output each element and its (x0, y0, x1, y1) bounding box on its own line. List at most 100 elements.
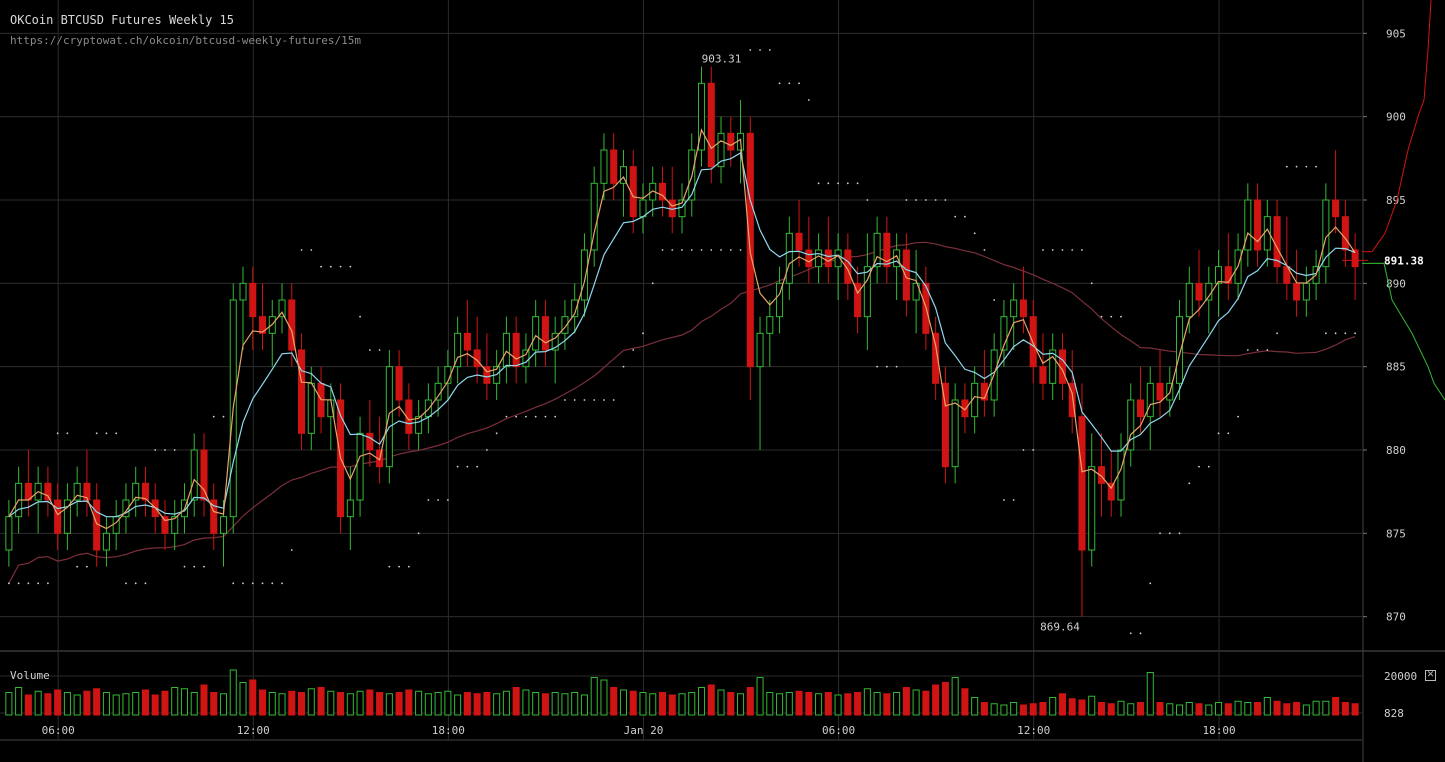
sar-dot (1207, 465, 1210, 468)
volume-bar (697, 687, 706, 716)
sar-dot (300, 249, 303, 251)
volume-bar (1254, 702, 1262, 716)
candle-body (83, 482, 91, 501)
volume-bar (463, 692, 471, 716)
volume-bar (307, 688, 315, 716)
volume-bar (141, 689, 149, 716)
sar-dot (144, 582, 147, 585)
sar-dot (339, 265, 342, 268)
candle-body (463, 332, 471, 351)
volume-bar (24, 694, 32, 716)
price-tick-label: 890 (1386, 277, 1406, 290)
sar-dot (700, 249, 703, 251)
sar-dot (446, 499, 449, 501)
sar-dot (983, 249, 986, 251)
candle-body (1049, 349, 1057, 384)
candle-body (1322, 199, 1330, 268)
candle-body (1010, 299, 1018, 318)
candle-body (1078, 416, 1086, 551)
sar-dot (222, 415, 225, 418)
volume-bar (1039, 702, 1047, 716)
volume-bar (239, 682, 247, 716)
volume-bar (434, 692, 442, 716)
volume-bar (980, 702, 988, 716)
candle-body (171, 516, 179, 534)
sar-dot (1012, 499, 1015, 501)
candle-body (102, 532, 110, 551)
volume-bar (54, 689, 62, 716)
candle-body (658, 182, 667, 201)
time-tick-label: Jan 20 (624, 724, 664, 737)
candle-body (307, 382, 315, 434)
candle-body (161, 516, 169, 534)
sar-dot (603, 399, 605, 401)
sar-dot (37, 582, 40, 585)
candle-body (795, 232, 803, 251)
sar-dot (612, 399, 615, 401)
candle-body (1195, 282, 1203, 301)
volume-bar (366, 689, 374, 716)
volume-bar (1185, 702, 1193, 716)
volume-bar (317, 687, 325, 716)
candle-body (434, 382, 442, 401)
volume-bar (795, 690, 803, 716)
candle-body (1107, 482, 1115, 501)
candle-body (1302, 282, 1310, 301)
sar-dot (729, 249, 732, 251)
low-price-label: 869.64 (1040, 621, 1080, 634)
volume-bar (854, 692, 862, 716)
sar-dot (720, 249, 722, 251)
sar-dot (1168, 532, 1171, 535)
sar-dot (56, 432, 59, 435)
volume-bar (219, 693, 228, 716)
volume-bar (151, 694, 159, 716)
price-axis: 870 875 880 885 890 895 900 905 20000 828 (1363, 27, 1417, 720)
chart-url[interactable]: https://cryptowat.ch/okcoin/btcusd-weekl… (10, 34, 361, 47)
sar-dot (690, 249, 693, 251)
slow-ema-path (8, 152, 1356, 518)
volume-bar (1234, 700, 1242, 716)
sar-dot (1110, 315, 1113, 318)
volume-bar (278, 693, 286, 716)
price-tick-label: 895 (1386, 194, 1406, 207)
volume-bar (1215, 702, 1223, 716)
candle-body (785, 232, 793, 284)
candle-body (1254, 199, 1262, 251)
candle-body (1244, 199, 1252, 251)
volume-bar (1010, 702, 1018, 716)
candle-body (73, 482, 81, 501)
volume-bar (424, 693, 432, 716)
sar-dot (768, 49, 771, 51)
last-price-label: 891.38 (1384, 254, 1424, 267)
sar-dot (749, 49, 752, 51)
volume-bar (161, 690, 169, 716)
volume-bar (200, 684, 208, 716)
candle-body (619, 166, 627, 184)
sar-dot (573, 399, 576, 401)
volume-bar (1107, 703, 1115, 716)
close-icon[interactable]: ✕ (1425, 670, 1436, 681)
ema-lines (8, 128, 1356, 530)
sar-dot (456, 465, 459, 468)
candle-body (1117, 449, 1125, 501)
candle-body (815, 249, 823, 268)
volume-bar (210, 692, 218, 716)
candle-body (219, 516, 228, 534)
sar-dot (212, 415, 215, 418)
volume-bar (668, 694, 676, 716)
candle-body (883, 232, 891, 268)
sar-dot (622, 365, 625, 368)
volume-bar (444, 690, 452, 716)
price-tick-label: 880 (1386, 444, 1406, 457)
sar-dot (232, 582, 235, 585)
volume-bar (1263, 697, 1271, 716)
candle-body (5, 516, 13, 551)
sar-dot (817, 182, 820, 185)
volume-bar (1332, 697, 1340, 716)
candle-body (1136, 399, 1145, 418)
sar-dot (183, 565, 186, 568)
sar-dot (76, 565, 79, 568)
sar-dot (1217, 432, 1220, 435)
volume-bar (922, 690, 930, 716)
sar-dot (564, 399, 566, 401)
